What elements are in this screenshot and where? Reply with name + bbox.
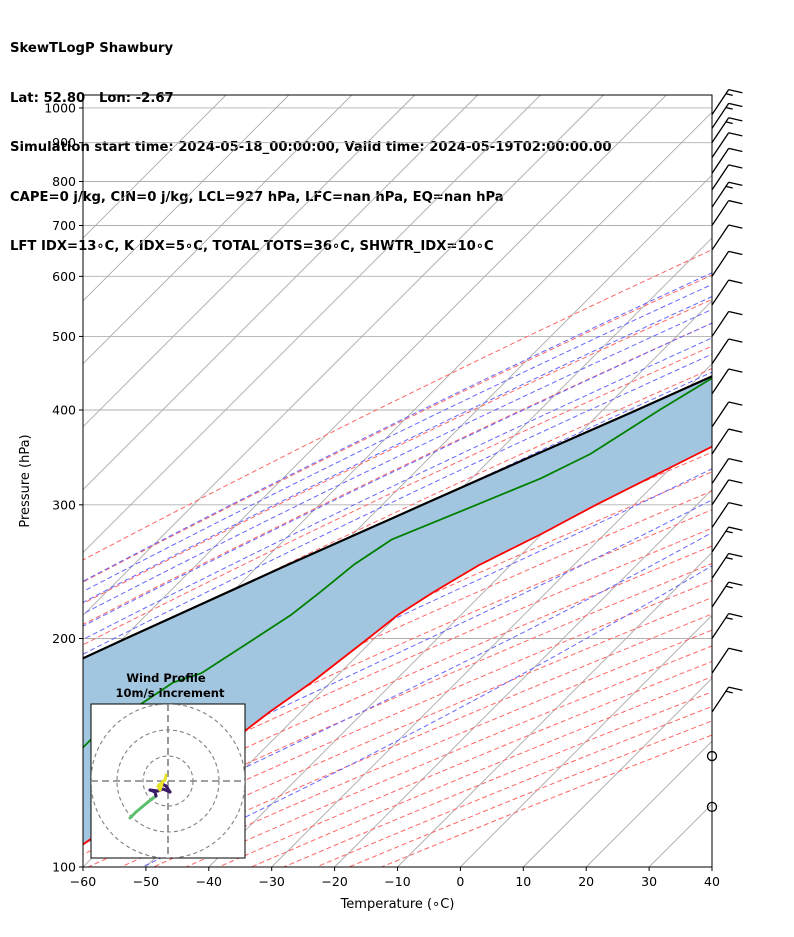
chart-title: SkewTLogP Shawbury [10, 41, 174, 56]
y-axis-label: Pressure (hPa) [18, 434, 33, 527]
wind-barb [711, 368, 743, 395]
wind-barb [711, 526, 743, 553]
y-tick-label: 800 [52, 174, 76, 189]
x-tick-label: 0 [456, 874, 464, 889]
mixing-ratio-line [760, 95, 794, 276]
isotherm-gridline [334, 488, 712, 867]
moist-adiabat [83, 322, 712, 627]
x-tick-label: 30 [641, 874, 657, 889]
wind-barb [711, 181, 743, 208]
wind-barb [711, 612, 743, 639]
wind-barb [711, 132, 743, 159]
x-tick-label: −50 [133, 874, 159, 889]
wind-barb [706, 750, 718, 762]
isotherm-gridline [711, 866, 712, 867]
wind-barb [711, 147, 743, 174]
isotherm-gridline [83, 95, 478, 491]
wind-barb [711, 310, 743, 337]
isotherm-gridline [83, 95, 227, 239]
location-line: Lat: 52.80 Lon: -2.67 [10, 90, 174, 106]
chart-header: SkewTLogP Shawbury Lat: 52.80 Lon: -2.67… [10, 8, 612, 272]
isotherm-gridline [397, 551, 712, 867]
dry-adiabat [83, 367, 712, 666]
time-line: Simulation start time: 2024-05-18_00:00:… [10, 140, 612, 155]
x-tick-label: 20 [578, 874, 594, 889]
wind-barb [711, 428, 743, 455]
dry-adiabat [83, 298, 712, 605]
isotherm-gridline [83, 95, 416, 428]
wind-barb [711, 89, 743, 115]
wind-barb [711, 338, 743, 365]
isotherm-gridline [83, 95, 290, 302]
dry-adiabat [83, 322, 712, 625]
isotherm-gridline [83, 95, 541, 554]
x-tick-label: −30 [259, 874, 285, 889]
wind-barb [711, 552, 743, 579]
axes-layer: −60 −50 −40 −30 −20 −10 0 10 20 30 40 1000 900 800 700… [18, 100, 720, 912]
moist-adiabat [83, 272, 712, 582]
wind-barb [711, 401, 743, 428]
hodograph-segment [163, 773, 168, 782]
dry-adiabat [83, 249, 712, 561]
hodograph-segment [156, 778, 167, 788]
wind-barb [711, 224, 743, 251]
moist-adiabat [83, 308, 712, 615]
wind-barb [711, 199, 743, 226]
moist-adiabat [83, 468, 712, 767]
y-tick-label: 400 [52, 402, 76, 417]
moist-adiabat [83, 499, 712, 803]
isotherm-gridline [83, 95, 353, 365]
x-tick-label: 10 [515, 874, 531, 889]
moist-adiabat [83, 283, 712, 593]
y-tick-label: 600 [52, 269, 76, 284]
isotherm-gridline [83, 95, 604, 617]
inset-title: Wind Profile [126, 671, 206, 685]
cape-line: CAPE=0 j/kg, CIN=0 j/kg, LCL=927 hPa, LF… [10, 189, 504, 205]
wind-barb [711, 457, 743, 484]
wind-barb [711, 501, 743, 528]
wind-barb [711, 164, 743, 191]
x-tick-label: −10 [384, 874, 410, 889]
x-tick-label: −60 [70, 874, 96, 889]
y-tick-label: 300 [52, 497, 76, 512]
wind-barb [711, 479, 743, 506]
wind-barb [711, 117, 743, 144]
y-tick-label: 200 [52, 631, 76, 646]
dewpoint-profile-line [83, 377, 712, 749]
x-axis-label: Temperature (∘C) [340, 897, 455, 912]
y-tick-label: 100 [52, 860, 76, 875]
temperature-profile-line [83, 445, 712, 846]
wind-barb [711, 581, 743, 608]
wind-barb [711, 686, 743, 713]
dry-adiabat [83, 471, 712, 758]
wind-barbs [706, 89, 743, 813]
wind-barb [711, 102, 743, 129]
dry-adiabat [83, 509, 712, 792]
wind-barb [706, 801, 718, 813]
wind-barb [711, 250, 743, 277]
y-tick-label: 700 [52, 218, 76, 233]
isotherm-gridline [271, 426, 712, 867]
x-tick-label: −20 [321, 874, 347, 889]
moist-adiabat [83, 353, 712, 655]
x-tick-label: 40 [704, 874, 720, 889]
y-tick-label: 1000 [44, 100, 76, 115]
x-tick-label: −40 [196, 874, 222, 889]
wind-barb [711, 279, 743, 306]
isotherm-gridline [522, 677, 712, 867]
isotherm-gridline [460, 614, 712, 867]
inset-subtitle: 10m/s increment [116, 686, 225, 700]
parcel-profile-line [83, 375, 712, 660]
y-tick-label: 500 [52, 329, 76, 344]
dry-adiabat [83, 545, 712, 824]
y-tick-label: 900 [52, 135, 76, 150]
wind-barb [711, 647, 743, 674]
